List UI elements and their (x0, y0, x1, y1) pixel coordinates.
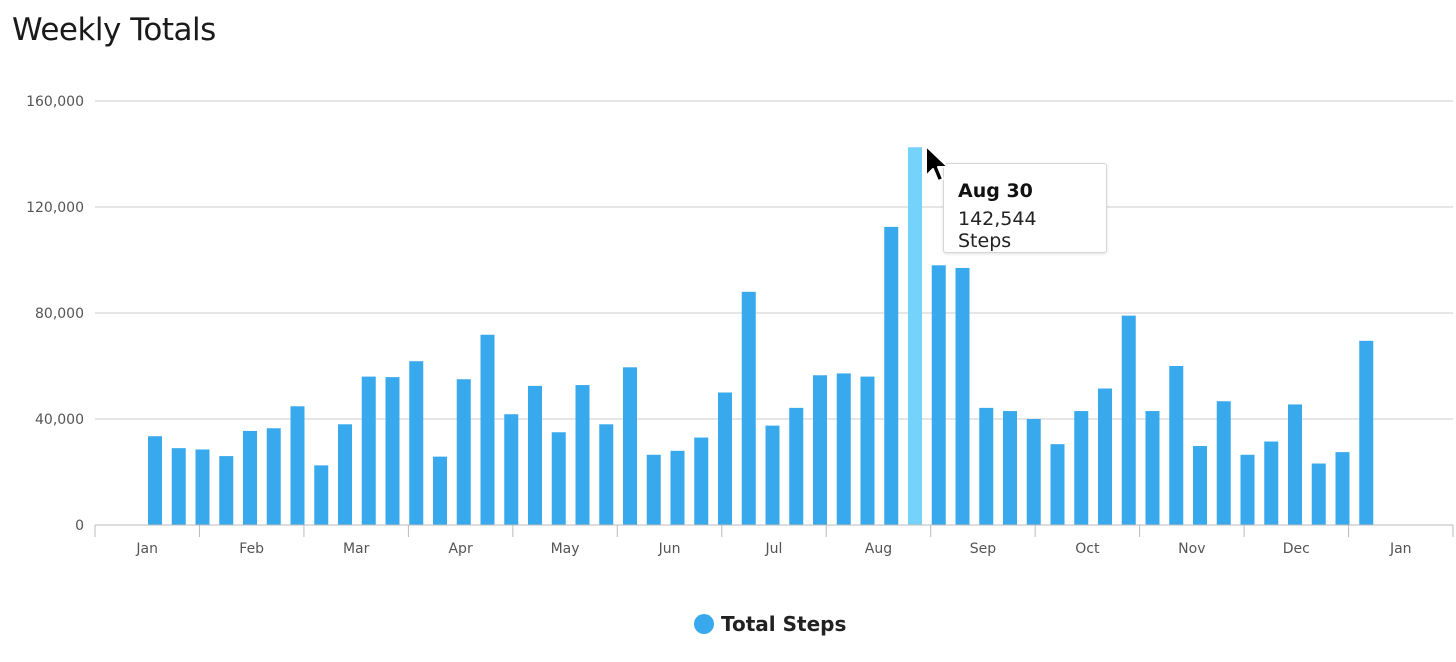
bar[interactable] (694, 437, 709, 525)
bar[interactable] (741, 291, 756, 525)
bar[interactable] (504, 414, 519, 525)
bar[interactable] (148, 436, 162, 525)
bar[interactable] (1074, 411, 1089, 525)
bar[interactable] (623, 367, 637, 525)
x-tick-label: Aug (865, 541, 892, 557)
bar[interactable] (1335, 452, 1350, 525)
bar[interactable] (361, 376, 376, 525)
y-tick-label: 80,000 (35, 306, 84, 322)
bar[interactable] (836, 373, 851, 525)
bar[interactable] (290, 406, 305, 525)
bar[interactable] (433, 456, 447, 525)
bar[interactable] (884, 226, 899, 525)
bar[interactable] (931, 265, 946, 525)
x-tick-label: Jan (1389, 541, 1412, 557)
tooltip-value: 142,544 Steps (958, 208, 1037, 252)
x-tick-label: Feb (239, 541, 264, 557)
bar[interactable] (1169, 366, 1184, 525)
bar[interactable] (955, 267, 970, 525)
x-axis: Jan Feb Mar Apr May Jun Jul Aug Sep Oct Nov Dec Jan (94, 524, 1454, 557)
bar[interactable] (219, 456, 234, 525)
bar[interactable] (1098, 388, 1112, 525)
x-tick-label: Oct (1075, 541, 1100, 557)
bar[interactable] (1050, 444, 1065, 525)
bar[interactable] (979, 407, 994, 525)
grid-lines (95, 100, 1453, 420)
bar[interactable] (456, 379, 471, 525)
bar[interactable] (813, 375, 827, 525)
bar[interactable] (1264, 441, 1279, 525)
x-tick-label: Mar (343, 541, 370, 557)
y-axis-tick-labels: 0 40,000 80,000 120,000 160,000 (26, 94, 84, 534)
bar[interactable] (409, 361, 424, 525)
chart-title: Weekly Totals (12, 12, 216, 48)
bar[interactable] (908, 147, 922, 525)
bar[interactable] (385, 377, 400, 525)
x-tick-label: Jan (135, 541, 158, 557)
x-tick-label: May (551, 541, 580, 557)
bar[interactable] (195, 449, 210, 525)
bar[interactable] (1359, 340, 1374, 525)
bar[interactable] (551, 432, 566, 525)
x-tick-label: Nov (1178, 541, 1205, 557)
bar[interactable] (575, 385, 590, 525)
x-tick-label: Jun (658, 541, 681, 557)
y-tick-label: 0 (75, 518, 84, 534)
bar[interactable] (266, 428, 281, 525)
bar[interactable] (480, 334, 495, 525)
x-tick-label: Dec (1283, 541, 1310, 557)
y-tick-label: 40,000 (35, 412, 84, 428)
bar[interactable] (789, 407, 804, 525)
tooltip-date: Aug 30 (958, 180, 1033, 202)
legend-label: Total Steps (721, 612, 847, 636)
bar[interactable] (171, 448, 186, 525)
bar[interactable] (314, 465, 329, 525)
bar[interactable] (1216, 401, 1231, 525)
bar[interactable] (860, 376, 875, 525)
bar[interactable] (528, 385, 542, 525)
bar[interactable] (670, 450, 685, 525)
bar[interactable] (765, 425, 780, 525)
bar[interactable] (1145, 411, 1160, 525)
bar[interactable] (338, 424, 352, 525)
bar[interactable] (646, 454, 661, 525)
bar[interactable] (1121, 315, 1136, 525)
mouse-pointer-icon (924, 144, 950, 189)
bar[interactable] (1288, 404, 1302, 525)
x-tick-label: Jul (765, 541, 783, 557)
bar[interactable] (599, 424, 614, 525)
bar[interactable] (1193, 446, 1207, 525)
y-tick-label: 160,000 (26, 94, 84, 110)
x-tick-label: Apr (448, 541, 472, 557)
chart-tooltip: Aug 30 142,544 Steps (943, 163, 1107, 253)
legend-marker (694, 614, 714, 634)
chart-legend[interactable]: Total Steps (694, 612, 846, 636)
y-tick-label: 120,000 (26, 200, 84, 216)
bar[interactable] (243, 430, 257, 525)
bar[interactable] (1240, 454, 1255, 525)
bar[interactable] (1026, 419, 1041, 525)
bar[interactable] (1003, 411, 1017, 525)
bars (148, 147, 1374, 526)
bar[interactable] (718, 392, 732, 526)
x-tick-label: Sep (970, 541, 997, 557)
bar[interactable] (1311, 463, 1326, 525)
